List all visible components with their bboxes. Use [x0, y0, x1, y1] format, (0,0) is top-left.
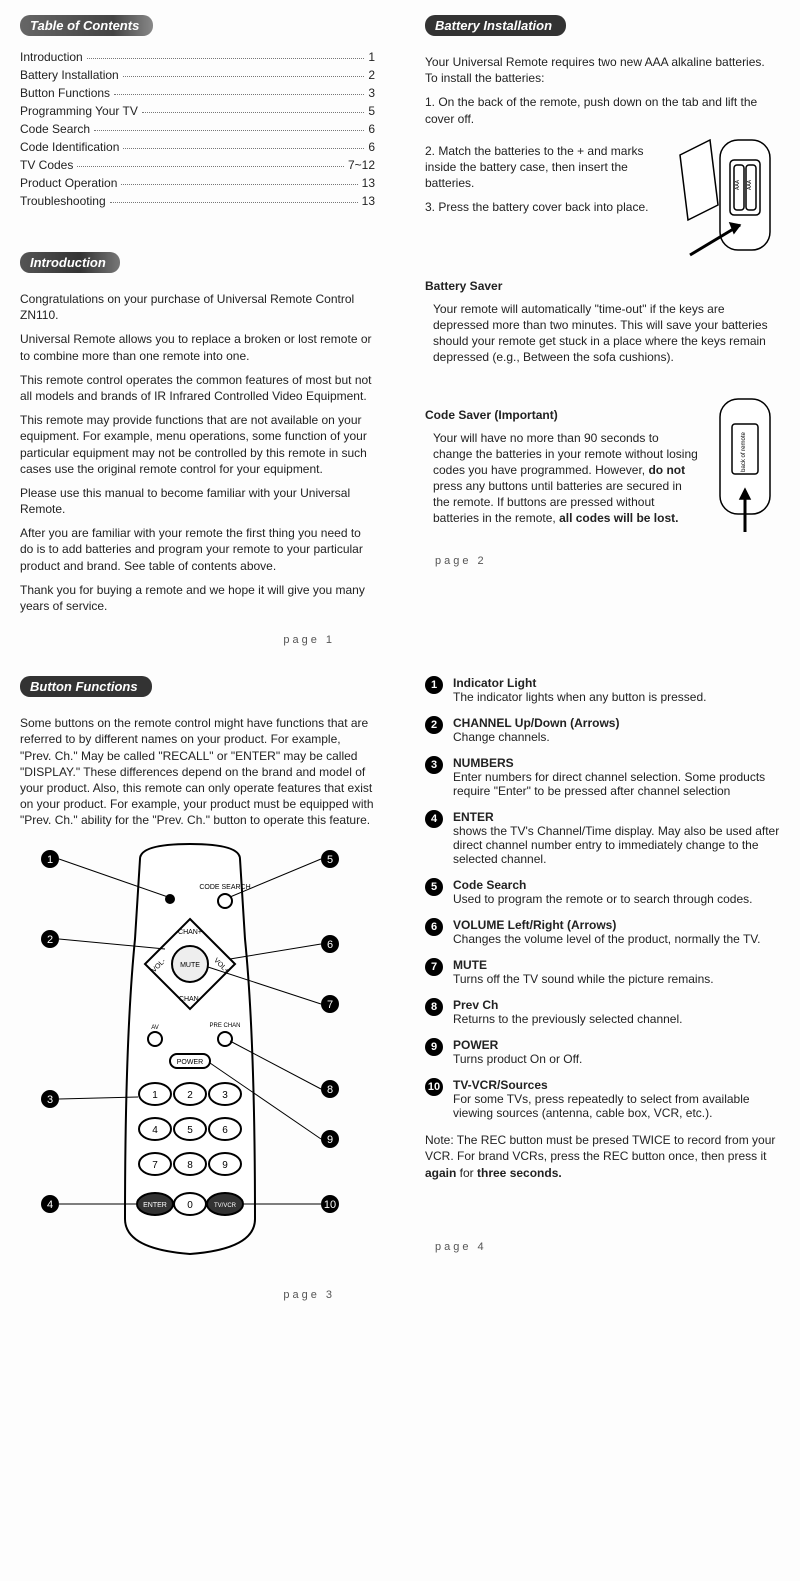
svg-text:AV: AV [151, 1025, 159, 1031]
pages-3-4-grid: Button Functions Some buttons on the rem… [10, 671, 790, 1305]
svg-text:8: 8 [327, 1084, 333, 1096]
svg-text:PRE CHAN: PRE CHAN [209, 1023, 240, 1029]
function-item: 4ENTERshows the TV's Channel/Time displa… [425, 810, 780, 866]
svg-text:back of remote: back of remote [741, 431, 747, 471]
intro-paragraph: This remote may provide functions that a… [20, 412, 375, 477]
toc-item: Code Search6 [20, 122, 375, 136]
svg-text:CHAN-: CHAN- [179, 996, 202, 1003]
svg-text:MUTE: MUTE [180, 962, 200, 969]
page-number-2: page 2 [425, 555, 780, 567]
function-item: 2CHANNEL Up/Down (Arrows)Change channels… [425, 716, 780, 744]
svg-text:9: 9 [327, 1134, 333, 1146]
page-number-3: page 3 [20, 1289, 375, 1301]
function-item: 7MUTETurns off the TV sound while the pi… [425, 958, 780, 986]
battery-step-1: 1. On the back of the remote, push down … [425, 94, 780, 126]
function-item: 8Prev ChReturns to the previously select… [425, 998, 780, 1026]
page-1-col: Table of Contents Introduction1 Battery … [10, 10, 385, 651]
svg-text:4: 4 [152, 1125, 158, 1136]
intro-paragraph: This remote control operates the common … [20, 372, 375, 404]
battery-step-3: 3. Press the battery cover back into pla… [425, 199, 650, 215]
page-4-col: 1Indicator LightThe indicator lights whe… [415, 671, 790, 1305]
toc-item: Button Functions3 [20, 86, 375, 100]
svg-text:1: 1 [152, 1090, 158, 1101]
battery-saver-text: Your remote will automatically "time-out… [425, 301, 780, 366]
svg-text:5: 5 [187, 1125, 193, 1136]
function-number-icon: 1 [425, 676, 443, 694]
function-number-icon: 5 [425, 878, 443, 896]
function-number-icon: 2 [425, 716, 443, 734]
page-number-1: page 1 [20, 634, 375, 646]
toc-item: Product Operation13 [20, 176, 375, 190]
intro-paragraph: Congratulations on your purchase of Univ… [20, 291, 375, 323]
page-2-col: Battery Installation Your Universal Remo… [415, 10, 790, 651]
code-saver-title: Code Saver (Important) [425, 408, 700, 422]
function-item: 1Indicator LightThe indicator lights whe… [425, 676, 780, 704]
battery-step-2: 2. Match the batteries to the + and mark… [425, 143, 650, 192]
button-functions-note: Note: The REC button must be presed TWIC… [425, 1132, 780, 1181]
toc-item: Troubleshooting13 [20, 194, 375, 208]
code-saver-text: Your will have no more than 90 seconds t… [425, 430, 700, 527]
introduction-header: Introduction [20, 252, 120, 273]
svg-text:2: 2 [47, 934, 53, 946]
intro-paragraph: After you are familiar with your remote … [20, 525, 375, 574]
svg-text:6: 6 [327, 939, 333, 951]
battery-step-2-block: 2. Match the batteries to the + and mark… [425, 135, 780, 265]
toc-item: TV Codes7~12 [20, 158, 375, 172]
svg-text:7: 7 [152, 1160, 158, 1171]
page-3-col: Button Functions Some buttons on the rem… [10, 671, 385, 1305]
svg-text:6: 6 [222, 1125, 228, 1136]
svg-text:10: 10 [324, 1199, 336, 1211]
pages-1-2-grid: Table of Contents Introduction1 Battery … [10, 10, 790, 651]
remote-back-icon: back of remote [710, 394, 780, 534]
function-item: 9POWERTurns product On or Off. [425, 1038, 780, 1066]
code-saver-block: Code Saver (Important) Your will have no… [425, 394, 780, 535]
function-item: 10TV-VCR/SourcesFor some TVs, press repe… [425, 1078, 780, 1120]
svg-text:0: 0 [187, 1200, 193, 1211]
svg-text:CODE SEARCH: CODE SEARCH [199, 884, 250, 891]
button-functions-header: Button Functions [20, 676, 152, 697]
intro-paragraph: Thank you for buying a remote and we hop… [20, 582, 375, 614]
toc-list: Introduction1 Battery Installation2 Butt… [20, 50, 375, 208]
function-item: 3NUMBERSEnter numbers for direct channel… [425, 756, 780, 798]
svg-text:8: 8 [187, 1160, 193, 1171]
svg-text:7: 7 [327, 999, 333, 1011]
battery-diagram-icon: AAA AAA [660, 135, 780, 265]
svg-text:CHAN+: CHAN+ [178, 929, 202, 936]
svg-text:4: 4 [47, 1199, 53, 1211]
svg-text:2: 2 [187, 1090, 193, 1101]
svg-text:3: 3 [222, 1090, 228, 1101]
svg-text:5: 5 [327, 854, 333, 866]
intro-paragraph: Universal Remote allows you to replace a… [20, 331, 375, 363]
page-number-4: page 4 [425, 1241, 780, 1253]
toc-item: Programming Your TV5 [20, 104, 375, 118]
battery-saver-title: Battery Saver [425, 279, 780, 293]
svg-text:1: 1 [47, 854, 53, 866]
battery-intro: Your Universal Remote requires two new A… [425, 54, 780, 86]
remote-diagram: CODE SEARCH MUTE CHAN+ CHAN- VOL- VOL+ [20, 839, 375, 1269]
toc-item: Introduction1 [20, 50, 375, 64]
svg-text:ENTER: ENTER [143, 1202, 167, 1209]
svg-text:AAA: AAA [735, 179, 741, 190]
function-item: 6VOLUME Left/Right (Arrows)Changes the v… [425, 918, 780, 946]
svg-text:POWER: POWER [177, 1059, 203, 1066]
function-number-icon: 4 [425, 810, 443, 828]
toc-item: Battery Installation2 [20, 68, 375, 82]
function-list: 1Indicator LightThe indicator lights whe… [425, 676, 780, 1120]
svg-text:3: 3 [47, 1094, 53, 1106]
function-number-icon: 7 [425, 958, 443, 976]
function-number-icon: 9 [425, 1038, 443, 1056]
function-number-icon: 6 [425, 918, 443, 936]
function-number-icon: 8 [425, 998, 443, 1016]
intro-paragraph: Please use this manual to become familia… [20, 485, 375, 517]
svg-text:AAA: AAA [747, 179, 753, 190]
battery-header: Battery Installation [425, 15, 566, 36]
svg-text:TV/VCR: TV/VCR [214, 1203, 237, 1209]
toc-header: Table of Contents [20, 15, 153, 36]
toc-item: Code Identification6 [20, 140, 375, 154]
function-number-icon: 3 [425, 756, 443, 774]
function-number-icon: 10 [425, 1078, 443, 1096]
svg-text:9: 9 [222, 1160, 228, 1171]
function-item: 5Code SearchUsed to program the remote o… [425, 878, 780, 906]
button-functions-intro: Some buttons on the remote control might… [20, 715, 375, 828]
